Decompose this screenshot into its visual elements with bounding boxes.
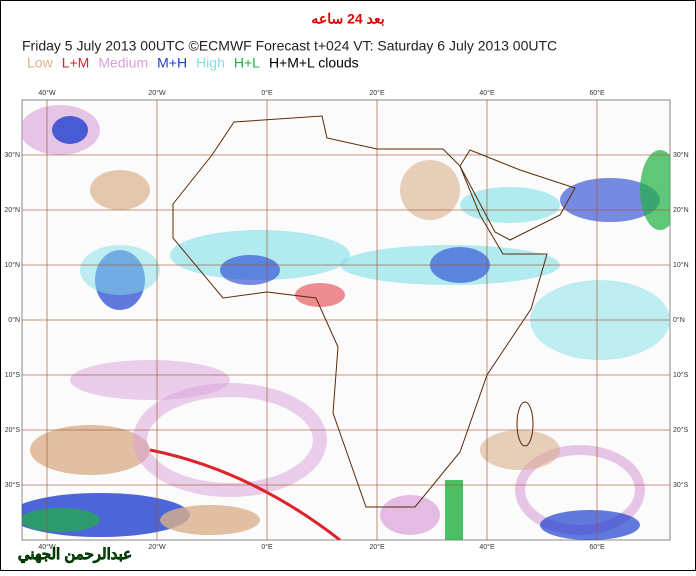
arabia-coastline bbox=[459, 149, 576, 241]
lat-label-left: 0°N bbox=[8, 316, 20, 324]
legend-entry: M+H bbox=[157, 55, 187, 71]
lat-label-left: 20°N bbox=[4, 206, 20, 214]
lon-label-bottom: 40°E bbox=[479, 543, 495, 551]
lat-label-left: 20°S bbox=[5, 426, 21, 434]
map: 40°W 40°W 20°W 20°W 0°E 0°E 20°E 20°E 40°E 40°E 60… bbox=[4, 89, 688, 551]
lat-label-right: 10°N bbox=[673, 261, 689, 269]
lon-label-bottom: 20°E bbox=[369, 543, 385, 551]
lat-label-left: 10°N bbox=[4, 261, 20, 269]
lat-label-left: 30°S bbox=[5, 481, 21, 489]
lat-label-right: 0°N bbox=[673, 316, 685, 324]
lon-label-top: 20°W bbox=[148, 89, 166, 97]
lat-label-right: 30°N bbox=[673, 151, 689, 159]
legend-entry: H+M+L clouds bbox=[269, 55, 359, 71]
lat-label-left: 30°N bbox=[4, 151, 20, 159]
lat-label-right: 20°N bbox=[673, 206, 689, 214]
legend-entry: Low bbox=[27, 55, 54, 71]
madagascar-coastline bbox=[516, 401, 534, 447]
legend-entry: L+M bbox=[62, 55, 90, 71]
lon-label-bottom: 40°W bbox=[38, 543, 56, 551]
lon-label-top: 40°W bbox=[38, 89, 56, 97]
lat-label-right: 20°S bbox=[673, 426, 689, 434]
lon-label-top: 40°E bbox=[479, 89, 495, 97]
legend-entry: H+L bbox=[234, 55, 260, 71]
lon-label-bottom: 60°E bbox=[589, 543, 605, 551]
lon-label-top: 0°E bbox=[261, 89, 273, 97]
lat-label-left: 10°S bbox=[5, 371, 21, 379]
lat-label-right: 30°S bbox=[673, 481, 689, 489]
forecast-title: Friday 5 July 2013 00UTC ©ECMWF Forecast… bbox=[22, 38, 557, 54]
arabic-title: بعد 24 ساعه bbox=[311, 11, 384, 27]
legend-entry: High bbox=[196, 55, 225, 71]
lon-label-top: 60°E bbox=[589, 89, 605, 97]
legend-entry: Medium bbox=[98, 55, 148, 71]
watermark: عبدالرحمن الجهني bbox=[18, 546, 132, 564]
africa-coastline bbox=[172, 115, 548, 508]
lat-label-right: 10°S bbox=[673, 371, 689, 379]
legend: Low L+M Medium M+H High H+L H+M+L clouds bbox=[27, 55, 359, 71]
graticule: 40°W 40°W 20°W 20°W 0°E 0°E 20°E 20°E 40°E 40°E 60… bbox=[4, 89, 688, 551]
lon-label-bottom: 0°E bbox=[261, 543, 273, 551]
lon-label-top: 20°E bbox=[369, 89, 385, 97]
clouds bbox=[22, 105, 670, 540]
lon-label-bottom: 20°W bbox=[148, 543, 166, 551]
